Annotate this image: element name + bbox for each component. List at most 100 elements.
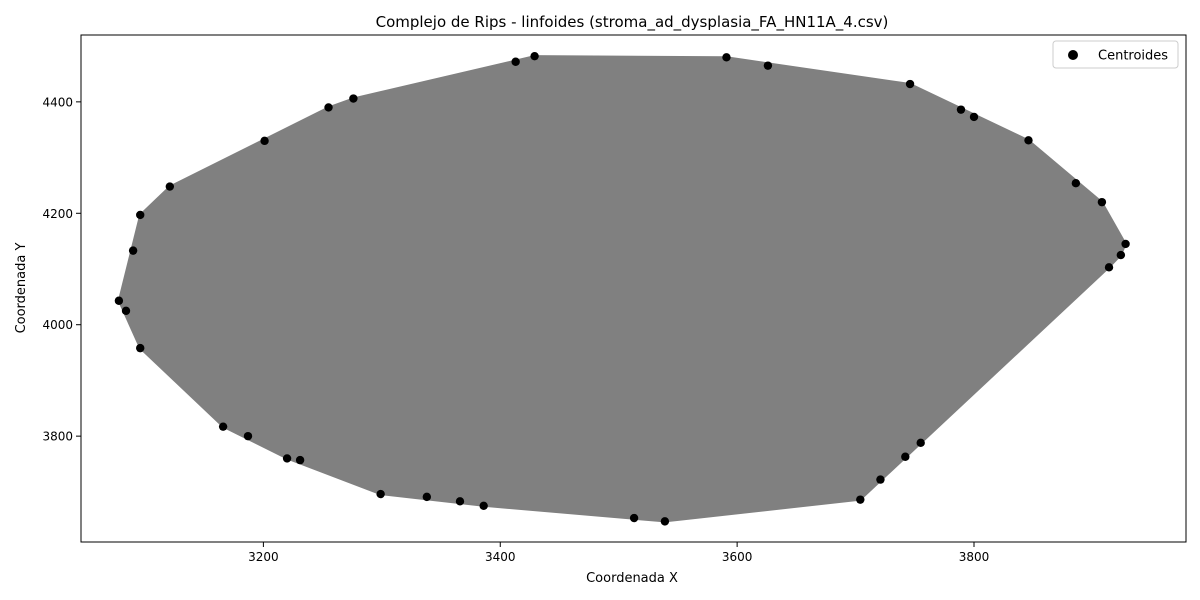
complex-edge [222,182,1076,428]
centroid-point [136,210,145,220]
complex-edge [973,116,1122,256]
complex-edge [534,55,727,58]
complex-edge [767,65,911,85]
complex-edge [483,499,861,507]
complex-edge [139,347,224,427]
complex-edge [140,83,911,349]
complex-edge [664,499,861,522]
y-axis-label: Coordenada Y [14,243,29,334]
complex-edge [286,98,354,459]
complex-edge [859,201,1103,500]
complex-edge [1075,182,1126,245]
centroid-point [479,501,488,510]
centroid-point [969,112,979,122]
complex-edge [664,456,906,522]
complex-edge [726,56,1122,256]
x-tick-label: 3400 [485,550,516,564]
complex-edge [353,98,1126,245]
complex-edge [920,182,1077,444]
complex-edge [247,83,911,437]
complex-edge [132,250,861,501]
complex-edge [920,254,1122,444]
complex-edge [534,55,1110,268]
complex-edge [222,83,911,428]
complex-edge [426,61,517,497]
complex-edge [664,139,1029,522]
complex-edge [169,186,881,481]
y-tick-label: 3800 [42,430,73,444]
complex-edge [132,250,288,459]
complex-edge [353,98,861,501]
complex-edge [633,201,1103,519]
complex-edge [459,56,536,502]
complex-edge [726,56,911,85]
complex-edge [1028,139,1103,203]
complex-edge [264,140,428,498]
complex-edge [920,140,1029,443]
complex-edge [264,116,975,142]
complex-edge [426,182,1077,498]
complex-edge [139,214,249,437]
complex-edge [125,214,141,311]
centroid-point [260,136,269,146]
legend-marker [1068,50,1078,60]
complex-edge [633,116,975,519]
complex-edge [222,61,517,427]
centroid-point [660,517,670,526]
complex-edge [169,186,485,507]
complex-edge [859,109,962,500]
complex-edge [264,98,354,142]
complex-edge [353,98,1110,268]
complex-edge [352,98,428,497]
centroid-point [722,53,731,62]
complex-edge [515,61,911,85]
complex-edge [767,65,962,111]
y-tick-label: 4400 [42,95,73,109]
complex-edge [633,254,1122,519]
complex-edge [859,182,1077,500]
complex-edge [879,109,962,480]
complex-edge [920,201,1103,444]
complex-edge [767,65,1110,268]
complex-edge [222,55,535,427]
complex-edge [633,83,911,519]
complex-edge [133,250,1110,268]
complex-edge [299,65,769,461]
complex-edge [247,98,354,437]
complex-edge [139,214,381,495]
complex-edge [299,254,1121,461]
y-tick-label: 4000 [42,318,73,332]
complex-edge [664,442,921,522]
complex-edge [353,98,635,519]
complex-edge [483,83,911,507]
complex-edge [328,107,485,506]
complex-edge [960,109,1110,268]
x-tick-label: 3200 [248,550,279,564]
complex-edge [380,56,536,495]
complex-edge [139,107,329,349]
complex-edge [139,55,535,349]
complex-edge [169,186,921,444]
complex-edge [1101,201,1122,256]
complex-edge [264,140,1110,268]
x-axis-label: Coordenada X [586,571,678,586]
complex-edge [169,186,461,502]
complex-edge [859,140,1029,500]
complex-edge [534,55,922,444]
complex-edge [920,116,975,443]
complex-edge [426,479,881,498]
complex-edge [169,186,635,519]
complex-edge [118,139,1029,302]
complex-edge [125,83,911,312]
complex-edge [169,186,224,427]
complex-edge [1075,182,1103,203]
complex-edge [300,266,1110,461]
complex-edge [483,57,727,506]
complex-edge [909,83,1103,203]
complex-edges [118,55,1127,522]
complex-edge [534,56,635,519]
complex-edge [380,479,881,495]
complex-edge [353,83,911,99]
complex-edge [264,140,301,461]
